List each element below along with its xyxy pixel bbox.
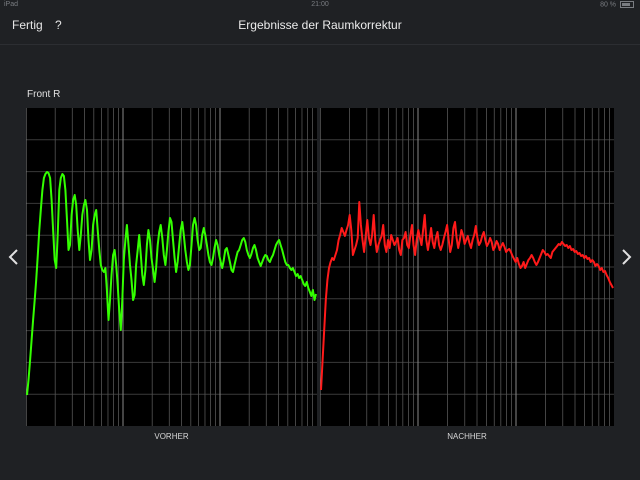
status-bar: iPad 21:00 80 %	[0, 0, 640, 10]
battery-icon	[620, 1, 634, 8]
status-battery-text: 80 %	[600, 1, 617, 9]
page-title: Ergebnisse der Raumkorrektur	[238, 18, 402, 32]
status-time: 21:00	[311, 1, 329, 8]
before-response-plot	[26, 108, 317, 426]
previous-channel-arrow-icon[interactable]	[6, 248, 22, 266]
status-carrier: iPad	[4, 1, 19, 8]
before-label: VORHER	[154, 432, 189, 441]
after-label: NACHHER	[447, 432, 487, 441]
channel-label: Front R	[27, 89, 61, 100]
after-response-plot	[320, 108, 614, 426]
navigation-bar: Fertig ? Ergebnisse der Raumkorrektur	[0, 10, 640, 45]
done-button[interactable]: Fertig	[12, 18, 43, 32]
before-response-curve	[26, 171, 317, 396]
after-response-curve	[320, 201, 614, 391]
next-channel-arrow-icon[interactable]	[618, 248, 634, 266]
status-right: 80 %	[600, 1, 634, 8]
help-button[interactable]: ?	[55, 18, 62, 32]
